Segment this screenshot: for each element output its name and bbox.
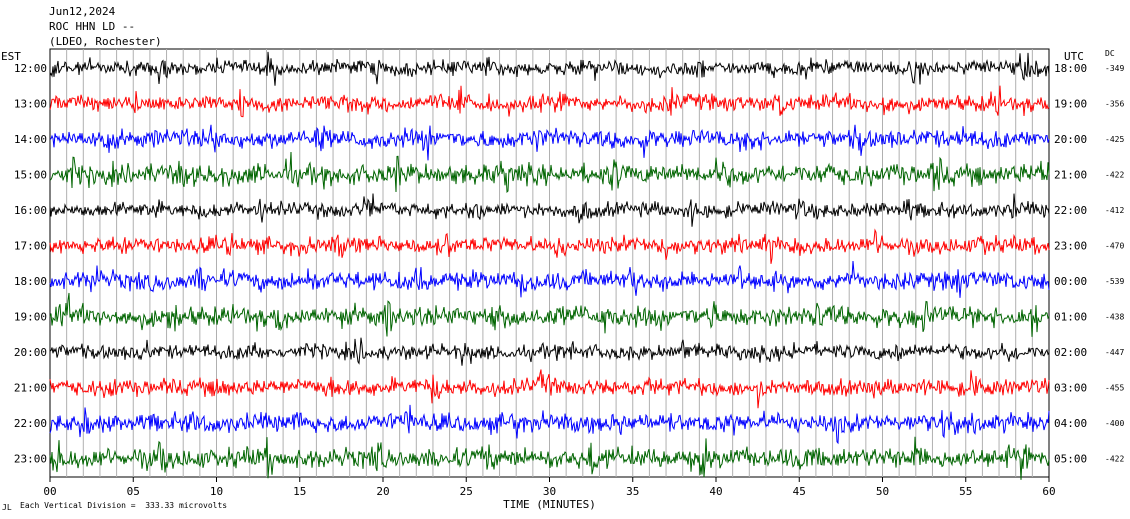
utc-time-label: 21:00 xyxy=(1054,169,1087,182)
dc-offset-label: -470 xyxy=(1105,242,1124,251)
x-tick-label: 20 xyxy=(376,485,389,498)
station-code: ROC HHN LD -- xyxy=(49,20,136,33)
seismic-trace xyxy=(49,337,1050,366)
scale-note: Each Vertical Division = 333.33 microvol… xyxy=(20,501,228,510)
seismic-trace xyxy=(49,193,1050,227)
network-label: (LDEO, Rochester) xyxy=(49,35,162,48)
x-tick-label: 50 xyxy=(876,485,889,498)
utc-time-label: 04:00 xyxy=(1054,417,1087,430)
dc-offset-label: -455 xyxy=(1105,384,1124,393)
utc-time-label: 01:00 xyxy=(1054,311,1087,324)
dc-offset-label: -539 xyxy=(1105,277,1124,286)
est-time-label: 12:00 xyxy=(14,62,47,75)
utc-axis-label: UTC xyxy=(1064,50,1084,63)
dc-offset-label: -447 xyxy=(1105,348,1124,357)
seismic-trace xyxy=(49,124,1050,161)
seismic-trace xyxy=(49,436,1050,480)
x-tick-label: 30 xyxy=(543,485,556,498)
x-tick-label: 40 xyxy=(709,485,722,498)
seismic-trace xyxy=(49,369,1050,409)
utc-time-label: 02:00 xyxy=(1054,346,1087,359)
x-tick-label: 10 xyxy=(210,485,223,498)
est-time-label: 20:00 xyxy=(14,346,47,359)
seismic-trace xyxy=(49,228,1050,264)
est-axis-label: EST xyxy=(1,50,21,63)
dc-offset-label: -400 xyxy=(1105,419,1124,428)
est-time-label: 17:00 xyxy=(14,240,47,253)
dc-offset-label: -422 xyxy=(1105,455,1124,464)
x-tick-label: 60 xyxy=(1042,485,1055,498)
utc-time-label: 22:00 xyxy=(1054,204,1087,217)
chart-date: Jun12,2024 xyxy=(49,5,116,18)
est-time-label: 14:00 xyxy=(14,133,47,146)
est-time-label: 13:00 xyxy=(14,98,47,111)
seismic-trace xyxy=(49,260,1050,298)
x-tick-label: 15 xyxy=(293,485,306,498)
x-tick-label: 05 xyxy=(127,485,140,498)
author-mark: JL xyxy=(2,503,12,512)
est-time-label: 21:00 xyxy=(14,382,47,395)
utc-time-label: 03:00 xyxy=(1054,382,1087,395)
x-tick-label: 45 xyxy=(793,485,806,498)
dc-offset-label: -425 xyxy=(1105,135,1124,144)
x-tick-label: 55 xyxy=(959,485,972,498)
seismic-trace xyxy=(49,151,1050,193)
est-time-label: 18:00 xyxy=(14,275,47,288)
utc-time-label: 18:00 xyxy=(1054,62,1087,75)
utc-time-label: 00:00 xyxy=(1054,275,1087,288)
dc-offset-label: -438 xyxy=(1105,313,1124,322)
seismic-trace xyxy=(49,404,1050,445)
dc-offset-label: -412 xyxy=(1105,206,1124,215)
est-time-label: 15:00 xyxy=(14,169,47,182)
dc-offset-label: -422 xyxy=(1105,171,1124,180)
utc-time-label: 19:00 xyxy=(1054,98,1087,111)
utc-time-label: 20:00 xyxy=(1054,133,1087,146)
est-time-label: 23:00 xyxy=(14,453,47,466)
seismic-trace xyxy=(49,85,1050,118)
dc-offset-label: -349 xyxy=(1105,64,1124,73)
seismic-trace xyxy=(49,292,1050,337)
est-time-label: 22:00 xyxy=(14,417,47,430)
x-tick-label: 25 xyxy=(460,485,473,498)
est-time-label: 19:00 xyxy=(14,311,47,324)
est-time-label: 16:00 xyxy=(14,204,47,217)
x-tick-label: 00 xyxy=(43,485,56,498)
dc-offset-label: -356 xyxy=(1105,100,1124,109)
seismic-trace xyxy=(49,51,1050,86)
utc-time-label: 05:00 xyxy=(1054,453,1087,466)
utc-time-label: 23:00 xyxy=(1054,240,1087,253)
x-axis-label: TIME (MINUTES) xyxy=(503,498,596,511)
x-tick-label: 35 xyxy=(626,485,639,498)
dc-label: DC xyxy=(1105,49,1115,58)
